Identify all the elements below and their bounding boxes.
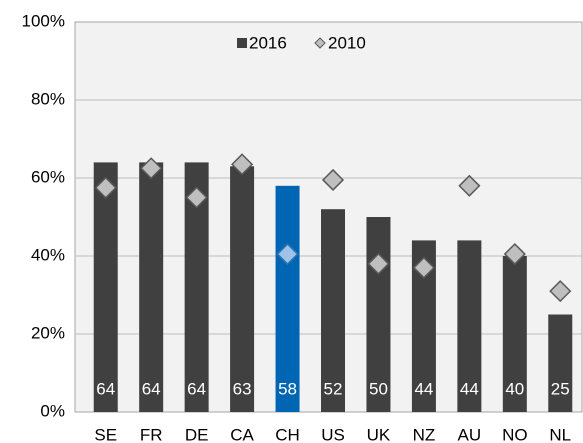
diamond-marker [503, 242, 526, 266]
legend-swatch [314, 37, 326, 49]
bar [230, 166, 255, 412]
y-tick-label: 60% [31, 167, 65, 186]
bar [548, 314, 573, 412]
diamond-marker [458, 174, 481, 197]
data-label: 50 [369, 379, 388, 398]
data-label: 40 [505, 379, 524, 398]
diamond-marker [276, 242, 299, 266]
diamond-marker [231, 153, 254, 176]
bar [321, 209, 345, 412]
y-tick-label: 100% [22, 11, 65, 30]
legend-label: 2010 [328, 33, 366, 52]
diamond-marker [140, 157, 163, 180]
x-tick-label: SE [94, 425, 117, 443]
diamond-marker [367, 252, 390, 275]
data-label: 44 [460, 379, 479, 398]
y-tick-label: 80% [31, 89, 65, 108]
x-tick-label: DE [185, 425, 209, 443]
data-label: 63 [233, 379, 252, 398]
x-tick-label: US [321, 425, 345, 443]
data-label: 25 [551, 379, 570, 398]
bar [275, 185, 300, 412]
data-label: 64 [96, 379, 115, 398]
diamond-marker [412, 256, 435, 279]
data-label: 44 [414, 379, 433, 398]
data-label: 52 [324, 379, 343, 398]
y-tick-label: 20% [31, 323, 65, 342]
x-tick-label: CH [275, 425, 300, 443]
bar [502, 256, 527, 412]
x-tick-label: CA [230, 425, 254, 443]
bar [457, 240, 482, 412]
diamond-marker [549, 280, 572, 303]
y-tick-label: 0% [40, 401, 65, 420]
x-tick-label: UK [367, 425, 391, 443]
legend-label: 2016 [249, 33, 287, 52]
x-tick-label: NL [549, 425, 571, 443]
bar [93, 162, 118, 412]
legend-swatch [237, 38, 247, 48]
x-tick-label: AU [458, 425, 482, 443]
diamond-marker [94, 176, 117, 199]
y-tick-label: 40% [31, 245, 65, 264]
data-label: 64 [142, 379, 161, 398]
data-label: 64 [187, 379, 206, 398]
x-tick-label: NO [502, 425, 528, 443]
bar [139, 162, 164, 412]
data-label: 58 [278, 379, 297, 398]
bar [366, 217, 391, 412]
diamond-marker [321, 168, 345, 192]
diamond-marker [185, 186, 208, 209]
x-tick-label: FR [140, 425, 163, 443]
x-tick-label: NZ [413, 425, 436, 443]
